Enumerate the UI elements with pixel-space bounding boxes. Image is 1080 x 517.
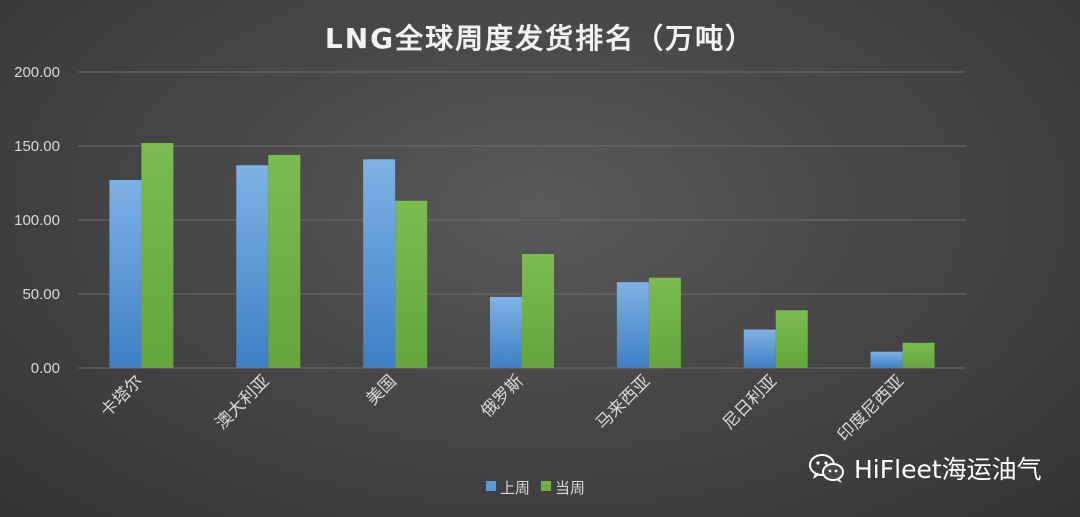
- watermark-text: HiFleet海运油气: [854, 455, 1042, 484]
- bar-this-week: [902, 342, 935, 368]
- legend: 上周 当周: [486, 479, 585, 497]
- category-label: 美国: [362, 371, 400, 409]
- legend-label: 上周: [500, 479, 530, 497]
- category-label: 卡塔尔: [97, 371, 147, 421]
- bar-last-week: [109, 180, 142, 368]
- category-label: 俄罗斯: [477, 371, 527, 421]
- watermark: HiFleet海运油气: [808, 450, 1042, 486]
- bar-last-week: [743, 329, 776, 368]
- chart-title: LNG全球周度发货排名（万吨）: [325, 22, 755, 55]
- legend-swatch: [486, 481, 496, 491]
- gridlines: 0.00 50.00 100.00 150.00 200.00: [14, 64, 966, 377]
- bars: [109, 143, 935, 368]
- category-label: 尼日利亚: [719, 371, 781, 433]
- y-tick-label: 150.00: [14, 138, 60, 155]
- category-labels: 卡塔尔 澳大利亚 美国 俄罗斯 马来西亚 尼日利亚 印度尼西亚: [97, 371, 908, 445]
- bar-this-week: [268, 154, 301, 368]
- bar-last-week: [490, 296, 522, 368]
- bar-this-week: [522, 254, 554, 368]
- wechat-icon: [809, 454, 844, 483]
- y-tick-label: 100.00: [14, 212, 60, 229]
- y-tick-label: 0.00: [31, 360, 60, 377]
- bar-last-week: [870, 351, 903, 368]
- bar-this-week: [775, 310, 808, 368]
- category-label: 印度尼西亚: [834, 371, 908, 445]
- bar-this-week: [648, 277, 681, 368]
- legend-label: 当周: [555, 479, 585, 497]
- bar-last-week: [363, 159, 396, 368]
- y-tick-label: 200.00: [14, 64, 60, 81]
- y-tick-label: 50.00: [22, 286, 60, 303]
- category-label: 澳大利亚: [212, 371, 274, 433]
- bar-this-week: [141, 143, 174, 368]
- category-label: 马来西亚: [592, 371, 654, 433]
- bar-last-week: [236, 165, 269, 368]
- bar-this-week: [395, 200, 428, 368]
- bar-last-week: [616, 282, 649, 368]
- legend-swatch: [541, 481, 551, 491]
